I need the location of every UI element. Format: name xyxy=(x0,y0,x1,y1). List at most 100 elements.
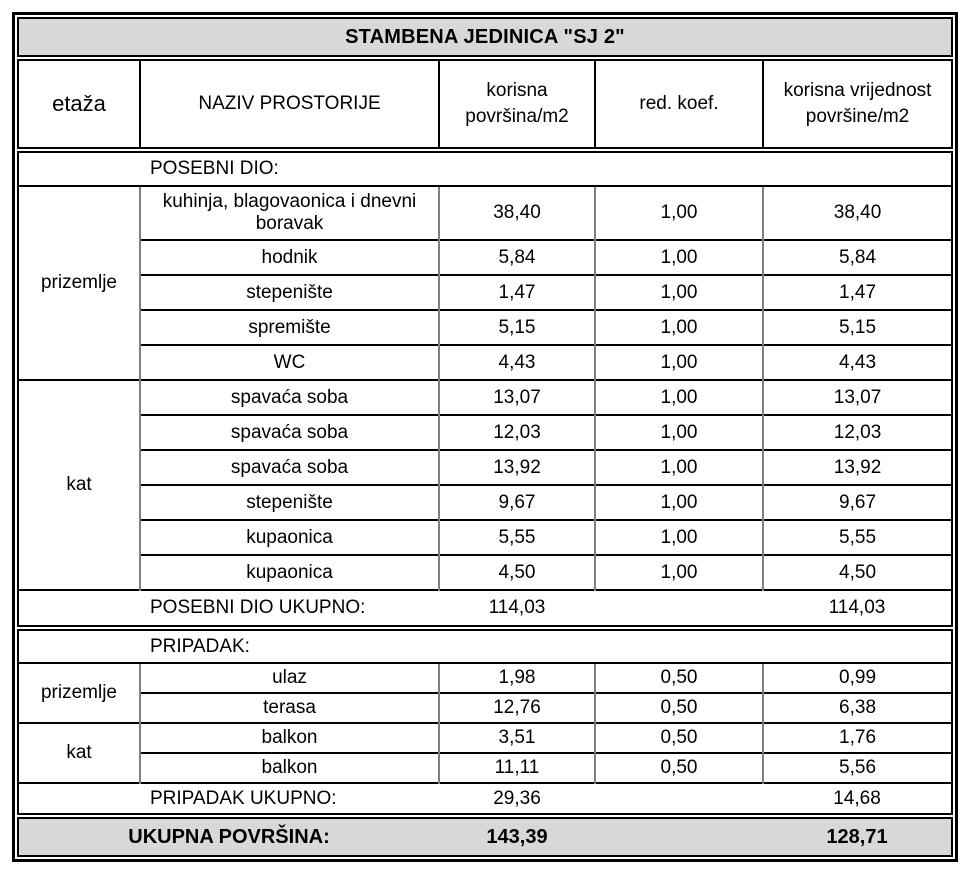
koef-cell: 1,00 xyxy=(594,449,763,485)
total-area: 114,03 xyxy=(488,597,546,618)
koef-cell: 1,00 xyxy=(594,554,763,590)
area-cell: 4,50 xyxy=(438,554,595,590)
value-cell: 13,92 xyxy=(761,449,952,485)
room-name-cell: spavaća soba xyxy=(139,379,439,415)
area-cell: 5,84 xyxy=(438,239,595,275)
column-header-naziv-prostorije: NAZIV PROSTORIJE xyxy=(139,61,439,147)
room-name-cell: stepenište xyxy=(139,484,439,520)
table-row: kat spavaća soba 13,07 1,00 13,07 xyxy=(19,379,952,590)
room-name-cell: balkon xyxy=(139,752,439,783)
section-label-row: POSEBNI DIO: xyxy=(19,153,951,186)
floor-cell: prizemlje xyxy=(19,185,140,380)
koef-cell: 1,00 xyxy=(594,484,763,520)
area-cell: 9,67 xyxy=(438,484,595,520)
koef-cell: 0,50 xyxy=(594,662,763,693)
posebni-dio-table: POSEBNI DIO: prizemlje kuhinja, blagovao… xyxy=(19,153,952,625)
value-cell: 0,99 xyxy=(761,662,952,693)
room-name-cell: WC xyxy=(139,344,439,380)
koef-cell: 0,50 xyxy=(594,692,763,723)
grand-total-bar: UKUPNA POVRŠINA: 143,39 128,71 xyxy=(17,817,953,857)
koef-cell: 1,00 xyxy=(594,274,763,310)
total-label: POSEBNI DIO UKUPNO: xyxy=(150,597,366,618)
grand-total-area: 143,39 xyxy=(486,825,548,848)
area-cell: 13,92 xyxy=(438,449,595,485)
room-name-cell: balkon xyxy=(139,722,439,753)
section-total-row: POSEBNI DIO UKUPNO: 114,03 114,03 xyxy=(19,589,952,625)
area-cell: 4,43 xyxy=(438,344,595,380)
header-row: etaža NAZIV PROSTORIJE korisna površina/… xyxy=(19,61,951,147)
value-cell: 4,50 xyxy=(761,554,952,590)
pripadak-table: PRIPADAK: prizemlje ulaz 1,98 0,50 0,99 … xyxy=(19,631,952,813)
floor-cell: kat xyxy=(19,379,140,590)
table-row: balkon 11,11 0,50 5,56 xyxy=(19,752,952,783)
table-row: kupaonica 5,55 1,00 5,55 xyxy=(19,519,952,555)
table-row: kupaonica 4,50 1,00 4,50 xyxy=(19,554,952,590)
table-row: prizemlje ulaz 1,98 0,50 0,99 xyxy=(19,662,952,723)
table-row: spavaća soba 13,92 1,00 13,92 xyxy=(19,449,952,485)
column-header-etaza: etaža xyxy=(52,91,106,117)
koef-cell: 1,00 xyxy=(594,344,763,380)
koef-cell: 1,00 xyxy=(594,309,763,345)
table-row: spavaća soba 12,03 1,00 12,03 xyxy=(19,414,952,450)
room-name-cell: terasa xyxy=(139,692,439,723)
value-cell: 5,84 xyxy=(761,239,952,275)
table-row: stepenište 9,67 1,00 9,67 xyxy=(19,484,952,520)
floor-cell: prizemlje xyxy=(19,662,140,723)
room-name-cell: hodnik xyxy=(139,239,439,275)
table-row: WC 4,43 1,00 4,43 xyxy=(19,344,952,380)
document-title: STAMBENA JEDINICA "SJ 2" xyxy=(345,25,625,48)
total-area: 29,36 xyxy=(493,787,541,809)
total-label: PRIPADAK UKUPNO: xyxy=(150,787,337,809)
room-name-cell: kupaonica xyxy=(139,554,439,590)
koef-cell: 1,00 xyxy=(594,239,763,275)
section-label: POSEBNI DIO: xyxy=(150,158,279,179)
area-cell: 12,76 xyxy=(438,692,595,723)
area-cell: 13,07 xyxy=(438,379,595,415)
header-box: etaža NAZIV PROSTORIJE korisna površina/… xyxy=(17,59,953,149)
title-bar: STAMBENA JEDINICA "SJ 2" xyxy=(17,17,953,57)
area-cell: 1,98 xyxy=(438,662,595,693)
value-cell: 13,07 xyxy=(761,379,952,415)
section-label: PRIPADAK: xyxy=(150,635,250,657)
koef-cell: 1,00 xyxy=(594,414,763,450)
value-cell: 1,76 xyxy=(761,722,952,753)
grand-total-label: UKUPNA POVRŠINA: xyxy=(128,825,330,848)
section-label-row: PRIPADAK: xyxy=(19,631,951,663)
section-pripadak: PRIPADAK: prizemlje ulaz 1,98 0,50 0,99 … xyxy=(17,629,953,815)
value-cell: 5,56 xyxy=(761,752,952,783)
area-cell: 12,03 xyxy=(438,414,595,450)
section-posebni-dio: POSEBNI DIO: prizemlje kuhinja, blagovao… xyxy=(17,151,953,627)
table-row: kat balkon 3,51 0,50 1,76 xyxy=(19,722,952,783)
header-table: etaža NAZIV PROSTORIJE korisna površina/… xyxy=(19,61,951,147)
table-row: terasa 12,76 0,50 6,38 xyxy=(19,692,952,723)
koef-cell: 1,00 xyxy=(594,185,763,240)
column-header-korisna-vrijednost: korisna vrijednost površine/m2 xyxy=(762,61,951,147)
koef-cell: 0,50 xyxy=(594,752,763,783)
room-name-cell: ulaz xyxy=(139,662,439,693)
section-total-content: POSEBNI DIO UKUPNO: 114,03 114,03 xyxy=(19,591,951,625)
koef-cell: 1,00 xyxy=(594,379,763,415)
koef-cell: 0,50 xyxy=(594,722,763,753)
value-cell: 1,47 xyxy=(761,274,952,310)
value-cell: 5,15 xyxy=(761,309,952,345)
column-header-red-koef: red. koef. xyxy=(594,61,763,147)
room-name-cell: spavaća soba xyxy=(139,449,439,485)
table-row: spremište 5,15 1,00 5,15 xyxy=(19,309,952,345)
area-cell: 1,47 xyxy=(438,274,595,310)
area-cell: 3,51 xyxy=(438,722,595,753)
value-cell: 6,38 xyxy=(761,692,952,723)
area-cell: 5,15 xyxy=(438,309,595,345)
table-row: stepenište 1,47 1,00 1,47 xyxy=(19,274,952,310)
area-cell: 11,11 xyxy=(438,752,595,783)
total-value: 14,68 xyxy=(833,787,881,809)
room-name-cell: spremište xyxy=(139,309,439,345)
room-name-cell: kupaonica xyxy=(139,519,439,555)
table-row: hodnik 5,84 1,00 5,84 xyxy=(19,239,952,275)
area-cell: 38,40 xyxy=(438,185,595,240)
section-total-content: PRIPADAK UKUPNO: 29,36 14,68 xyxy=(19,784,951,813)
section-total-row: PRIPADAK UKUPNO: 29,36 14,68 xyxy=(19,782,952,813)
section-total-cell: PRIPADAK UKUPNO: 29,36 14,68 xyxy=(19,782,952,813)
room-name-cell: stepenište xyxy=(139,274,439,310)
document-frame: STAMBENA JEDINICA "SJ 2" etaža NAZIV PRO… xyxy=(12,12,958,862)
